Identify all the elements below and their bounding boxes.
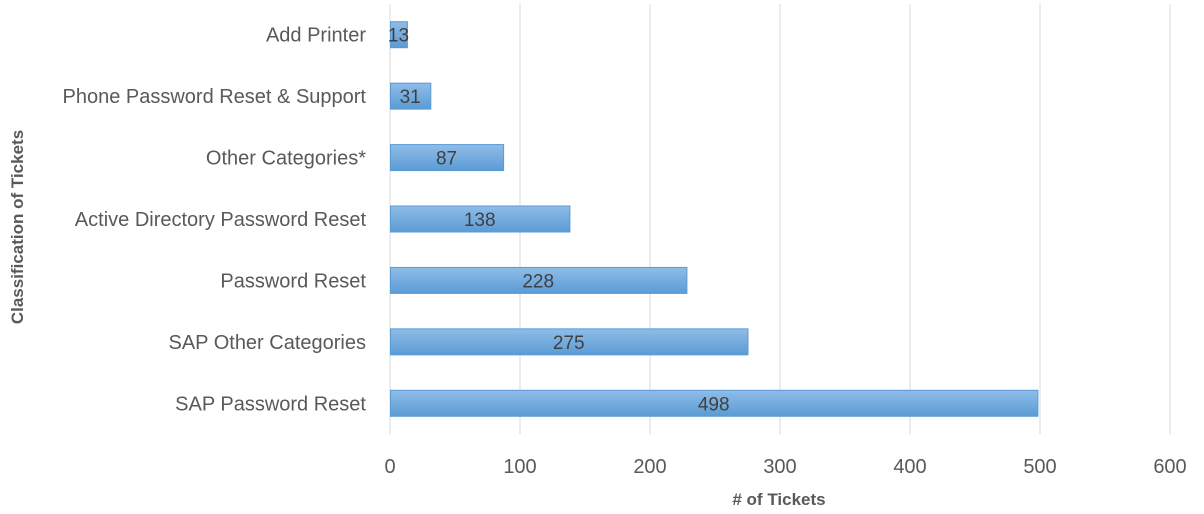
- x-tick-label: 600: [1153, 456, 1186, 478]
- bar: [390, 205, 571, 233]
- category-label: Other Categories*: [206, 148, 366, 170]
- category-label: SAP Other Categories: [168, 332, 366, 354]
- y-axis-title: Classification of Tickets: [8, 130, 27, 324]
- category-label: Add Printer: [266, 25, 366, 47]
- bar: [390, 266, 688, 294]
- x-tick-label: 200: [633, 456, 666, 478]
- x-tick-label: 100: [503, 456, 536, 478]
- x-tick-label: 500: [1023, 456, 1056, 478]
- x-tick-label: 0: [384, 456, 395, 478]
- bar: [390, 144, 505, 172]
- data-label: 31: [400, 87, 421, 108]
- bar: [390, 21, 408, 49]
- x-axis-title: # of Tickets: [732, 490, 825, 509]
- data-label: 275: [553, 333, 585, 354]
- data-label: 228: [522, 271, 554, 292]
- data-label: 13: [388, 26, 409, 47]
- data-labels: 498 275 228 138 87 31 13: [388, 26, 730, 416]
- x-tick-labels: 0 100 200 300 400 500 600: [384, 456, 1186, 478]
- bar: [390, 82, 432, 110]
- category-labels: SAP Password Reset SAP Other Categories Pa…: [62, 25, 366, 416]
- data-label: 498: [698, 394, 730, 415]
- category-label: Phone Password Reset & Support: [62, 86, 366, 108]
- category-label: Active Directory Password Reset: [75, 209, 367, 231]
- gridlines: [389, 4, 1171, 434]
- bars: [390, 21, 1039, 417]
- data-label: 138: [464, 210, 496, 231]
- x-tick-label: 400: [893, 456, 926, 478]
- category-label: SAP Password Reset: [175, 393, 366, 415]
- category-label: Password Reset: [220, 270, 366, 292]
- data-label: 87: [436, 149, 457, 170]
- bar: [390, 328, 749, 356]
- bar: [390, 389, 1039, 417]
- x-tick-label: 300: [763, 456, 796, 478]
